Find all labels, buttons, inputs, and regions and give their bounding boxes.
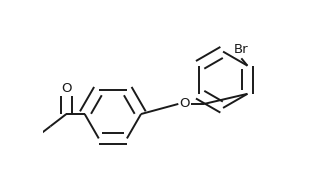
Text: O: O (179, 98, 190, 110)
Text: Br: Br (234, 43, 249, 56)
Text: O: O (61, 82, 71, 95)
